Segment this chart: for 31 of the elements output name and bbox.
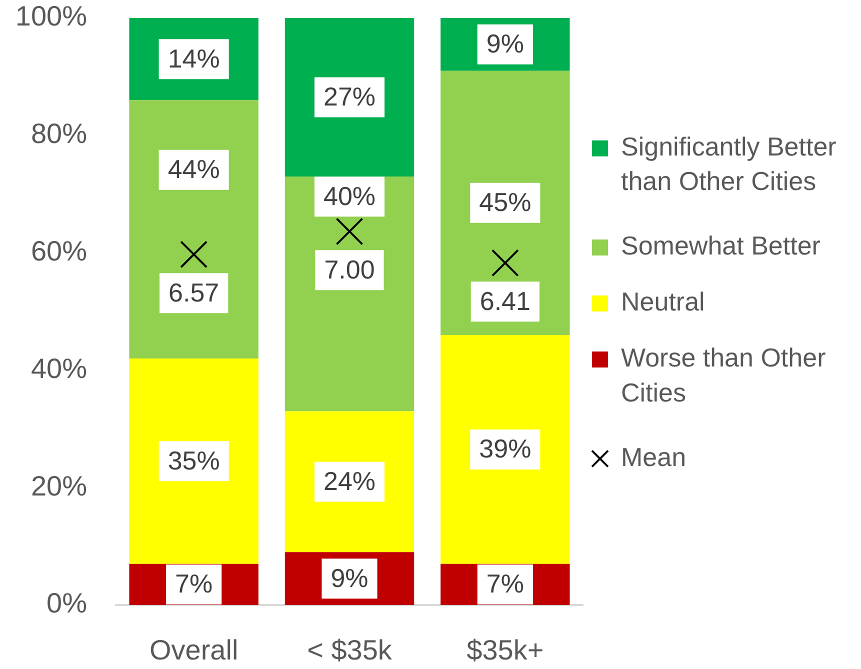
data-label: 24%: [323, 466, 376, 496]
data-label: 35%: [168, 445, 220, 476]
y-tick-label: 40%: [30, 352, 87, 384]
y-tick-label: 60%: [30, 236, 87, 267]
data-label: 7%: [175, 568, 213, 599]
data-label: 40%: [323, 180, 376, 211]
y-tick-label: 0%: [46, 588, 87, 619]
bar: [440, 334, 570, 564]
data-label: 6.57: [168, 277, 220, 308]
data-label: 14%: [168, 43, 220, 74]
data-label: 7%: [486, 568, 524, 599]
y-tick-label: 80%: [30, 118, 87, 150]
data-label: 27%: [323, 81, 376, 112]
data-label: 9%: [330, 562, 368, 593]
data-label: 44%: [168, 154, 220, 184]
data-label: 45%: [479, 187, 532, 218]
data-label: 9%: [486, 28, 524, 59]
x-tick-label: Overall: [149, 634, 238, 666]
y-tick-label: 100%: [15, 0, 87, 32]
bar: [129, 358, 258, 564]
legend-label: Significantly Better than Other Cities: [621, 132, 837, 196]
y-tick-label: 20%: [30, 470, 87, 502]
x-tick-label: $35k+: [466, 634, 544, 666]
legend-label: Mean: [621, 442, 686, 472]
legend-label: Worse than Other Cities: [621, 342, 826, 408]
x-tick-label: < $35k: [307, 634, 393, 666]
data-label: 39%: [479, 434, 532, 464]
legend-label: Somewhat Better: [621, 230, 821, 261]
data-label: 6.41: [480, 286, 530, 316]
legend-label: Neutral: [621, 286, 705, 317]
data-label: 7.00: [324, 254, 375, 284]
